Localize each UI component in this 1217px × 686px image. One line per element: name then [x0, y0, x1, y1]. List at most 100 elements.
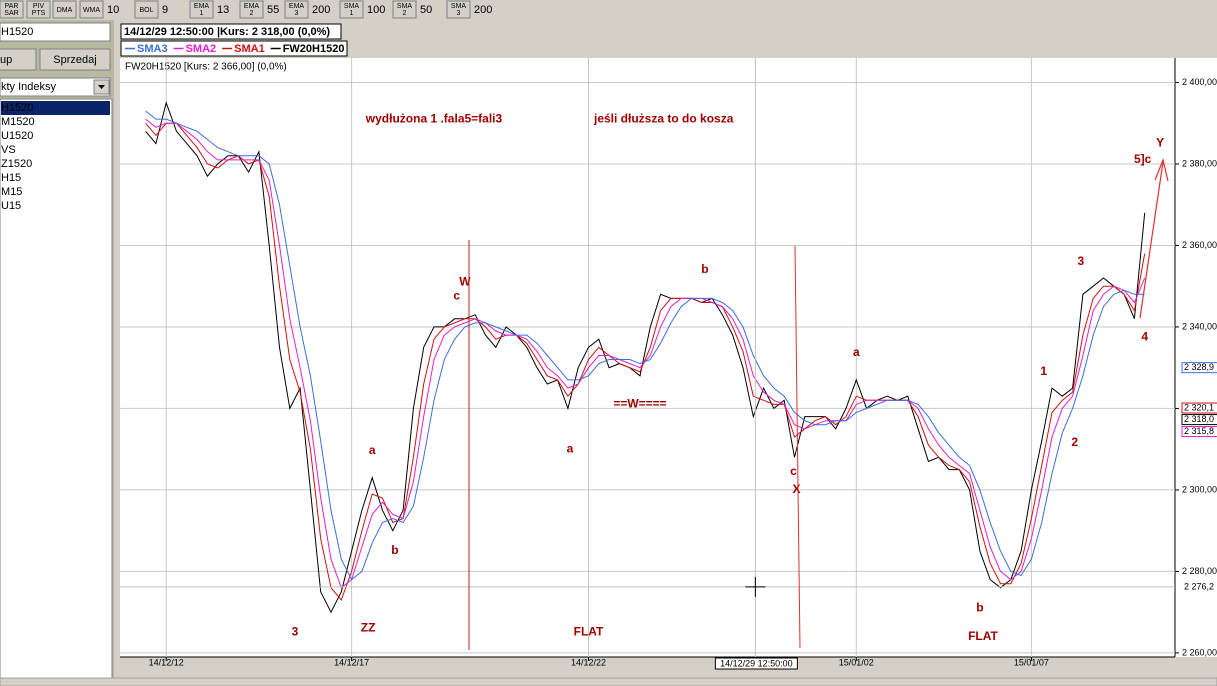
annotation: W — [459, 274, 471, 288]
taskbar — [0, 677, 1217, 686]
annotation: 3 — [292, 625, 299, 639]
x-tick-label: 14/12/12 — [149, 657, 184, 667]
price-tag — [1181, 426, 1217, 438]
annotation: b — [701, 262, 708, 276]
annotation: a — [567, 441, 574, 455]
annotation: 1 — [1040, 364, 1047, 378]
list-item[interactable]: H1520 — [1, 102, 33, 114]
cursor-y-label: 2 276,2 — [1184, 581, 1214, 591]
toolbar-button[interactable] — [134, 0, 159, 19]
button-label: 2 — [403, 10, 407, 17]
cursor-x-label: 14/12/29 12:50:00 — [720, 658, 793, 668]
toolbar-button[interactable] — [284, 0, 309, 19]
list-item[interactable]: VS — [1, 144, 16, 156]
legend-label: FW20H1520 — [283, 43, 345, 55]
price-tag — [1181, 362, 1217, 374]
annotation: a — [853, 345, 860, 359]
list-item[interactable]: U1520 — [1, 130, 33, 142]
button-label: SMA — [451, 3, 467, 10]
button-label: PAR — [5, 3, 19, 10]
x-tick-label: 15/01/07 — [1014, 657, 1049, 667]
button-label: BOL — [139, 7, 153, 14]
series-line — [145, 110, 1145, 581]
button-label: 3 — [295, 10, 299, 17]
list-item[interactable]: Z1520 — [1, 158, 32, 170]
list-item[interactable]: M15 — [1, 186, 22, 198]
button-label: EMA — [289, 3, 305, 10]
plot-area — [120, 58, 1217, 657]
button[interactable] — [39, 48, 111, 71]
cursor-x-box — [714, 657, 798, 670]
instrument-field[interactable] — [0, 22, 111, 42]
annotation: FLAT — [574, 625, 604, 639]
selected-row — [1, 101, 110, 115]
y-tick-label: 2 280,00 — [1182, 566, 1217, 576]
price-tag-label: 2 318,0 — [1184, 414, 1214, 424]
price-tag-label: 2 320,1 — [1184, 402, 1214, 412]
button-label: 1 — [350, 10, 354, 17]
list-item[interactable]: M1520 — [1, 116, 35, 128]
annotation: 4 — [1141, 329, 1148, 343]
list-items: H1520 M1520 U1520 VS Z1520 H15 M15 U15 — [1, 101, 110, 212]
y-tick-label: 2 260,00 — [1182, 647, 1217, 657]
button-label: up — [0, 54, 12, 66]
list-item[interactable]: H15 — [1, 172, 21, 184]
toolbar-button[interactable] — [79, 0, 104, 19]
button-label: EMA — [244, 3, 260, 10]
plot: FW20H1520 [Kurs: 2 366,00] (0,0%) 2 260,0… — [120, 58, 1217, 670]
annotation: c — [790, 464, 797, 478]
annotation: wydłużona 1 .fala5=fali3 — [365, 111, 503, 125]
status: 14/12/29 12:50:00 |Kurs: 2 318,00 (0,0%) — [124, 26, 330, 38]
toolbar-button[interactable] — [446, 0, 471, 19]
toolbar-button[interactable] — [0, 0, 24, 19]
annotation: ==W==== — [613, 397, 666, 411]
button-label: PTS — [32, 10, 46, 17]
button-value: 55 — [267, 4, 279, 16]
toolbar-button[interactable] — [189, 0, 214, 19]
list-item[interactable]: U15 — [1, 200, 21, 212]
x-tick-label: 14/12/22 — [571, 657, 606, 667]
series-line — [145, 101, 1146, 614]
annotation: 3 — [1077, 254, 1084, 268]
legend-label: SMA2 — [186, 43, 217, 55]
annotation: 2 — [1071, 435, 1078, 449]
annotation: jeśli dłuższa to do kosza — [593, 111, 734, 125]
arrow-icon — [98, 85, 105, 89]
arrow-head — [1154, 158, 1169, 182]
price-tag — [1181, 414, 1217, 426]
annotation: b — [391, 543, 398, 557]
y-tick-label: 2 360,00 — [1182, 240, 1217, 250]
button-label: SMA — [397, 3, 413, 10]
button-label: SMA — [344, 3, 360, 10]
button-label: SAR — [4, 10, 18, 17]
button-label: 1 — [200, 10, 204, 17]
dropdown[interactable] — [0, 77, 111, 97]
button-label: 3 — [457, 10, 461, 17]
toolbar-button[interactable] — [239, 0, 264, 19]
toolbar-button[interactable] — [339, 0, 364, 19]
toolbar-button[interactable] — [52, 0, 77, 19]
y-tick-label: 2 340,00 — [1182, 321, 1217, 331]
annotation: a — [369, 443, 376, 457]
button-value: 200 — [474, 4, 492, 16]
button-value: 200 — [312, 4, 330, 16]
toolbar-button[interactable] — [392, 0, 417, 19]
annotation: X — [793, 482, 801, 496]
y-tick-label: 2 380,00 — [1182, 158, 1217, 168]
annotation: ZZ — [361, 621, 376, 635]
price-tag — [1181, 402, 1217, 414]
x-tick-label: 14/12/17 — [334, 657, 369, 667]
annotation: Y — [1156, 136, 1164, 150]
button-value: 9 — [162, 4, 168, 16]
button-value: 100 — [367, 4, 385, 16]
toolbar — [0, 0, 1217, 20]
button-label: WMA — [83, 7, 100, 14]
x-tick-label: 15/01/02 — [839, 657, 874, 667]
button-label: Sprzedaj — [53, 54, 96, 66]
legend-label: SMA1 — [234, 43, 265, 55]
series-line — [145, 122, 1146, 601]
button[interactable] — [0, 48, 37, 71]
toolbar-button[interactable] — [26, 0, 51, 19]
